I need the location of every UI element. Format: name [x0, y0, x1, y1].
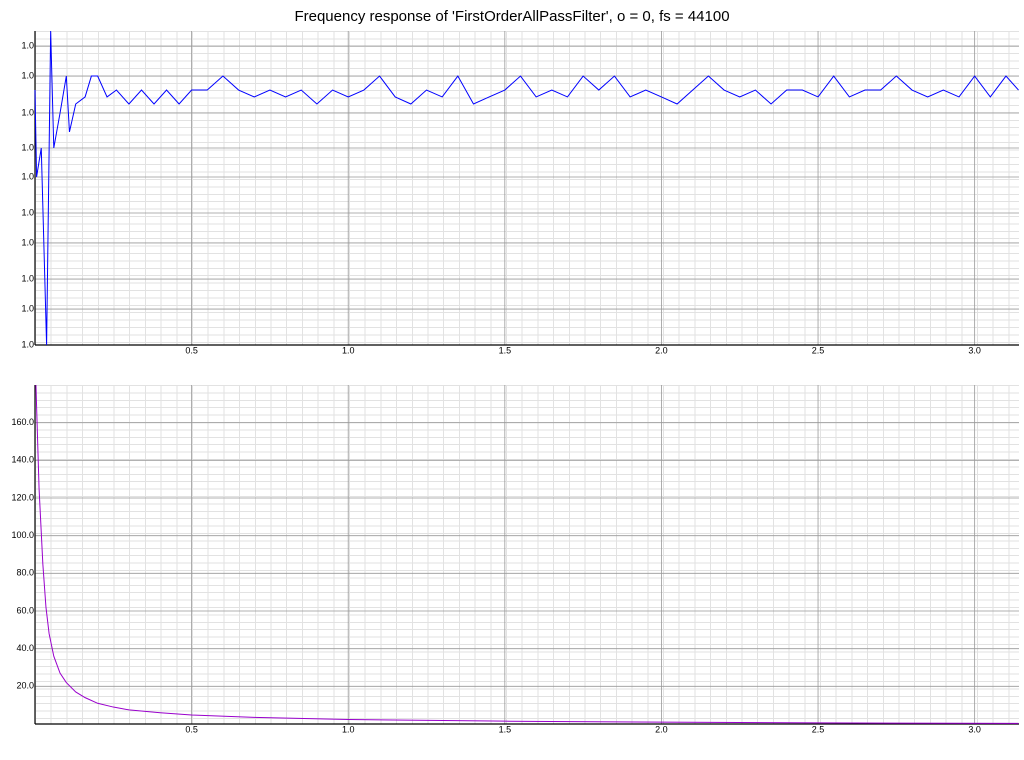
y-tick-label: 140.0 — [11, 455, 34, 465]
y-tick-label: 1.0 — [21, 107, 34, 117]
y-tick-label: 160.0 — [11, 417, 34, 427]
minor-grid — [35, 385, 1019, 724]
y-tick-label: 40.0 — [16, 643, 34, 653]
y-tick-label: 1.0 — [21, 303, 34, 313]
x-tick-label: 3.0 — [968, 345, 981, 355]
y-tick-label: 1.0 — [21, 40, 34, 50]
x-tick-label: 0.5 — [185, 724, 198, 734]
data-line — [35, 384, 1019, 724]
chart-title: Frequency response of 'FirstOrderAllPass… — [294, 8, 729, 25]
x-tick-label: 1.5 — [499, 724, 512, 734]
y-tick-label: 1.0 — [21, 273, 34, 283]
x-tick-label: 2.5 — [812, 345, 825, 355]
x-tick-label: 2.5 — [812, 724, 825, 734]
y-tick-label: 1.0 — [21, 339, 34, 349]
x-tick-label: 3.0 — [968, 724, 981, 734]
y-tick-label: 1.0 — [21, 70, 34, 80]
y-tick-label: 120.0 — [11, 492, 34, 502]
minor-grid — [35, 31, 1019, 345]
y-tick-label: 60.0 — [16, 605, 34, 615]
x-tick-label: 1.0 — [342, 345, 355, 355]
y-tick-label: 1.0 — [21, 207, 34, 217]
y-tick-label: 1.0 — [21, 142, 34, 152]
y-tick-label: 100.0 — [11, 530, 34, 540]
x-tick-label: 2.0 — [655, 724, 668, 734]
x-tick-label: 1.0 — [342, 724, 355, 734]
data-line — [34, 30, 1019, 346]
y-tick-label: 20.0 — [16, 681, 34, 691]
x-tick-label: 2.0 — [655, 345, 668, 355]
x-tick-label: 0.5 — [185, 345, 198, 355]
y-tick-label: 1.0 — [21, 171, 34, 181]
x-tick-label: 1.5 — [499, 345, 512, 355]
y-tick-label: 80.0 — [16, 568, 34, 578]
y-tick-label: 1.0 — [21, 237, 34, 247]
